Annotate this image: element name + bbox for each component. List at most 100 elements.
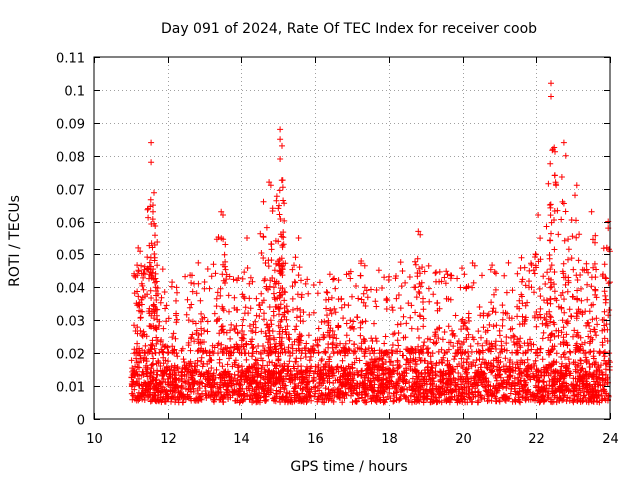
data-point [424,390,431,397]
data-point [180,356,187,363]
data-point [227,335,234,342]
data-point [168,283,175,290]
data-point [273,197,280,204]
data-point [134,302,141,309]
data-point [331,275,338,282]
data-point [564,288,571,295]
data-point [198,330,205,337]
data-point [491,269,498,275]
data-point [365,345,372,352]
data-point [545,394,552,401]
data-point [503,385,510,392]
data-point [146,305,153,312]
data-point [558,216,565,223]
data-point [518,370,525,377]
data-point [548,283,555,290]
data-point [433,372,440,379]
data-point [387,359,394,366]
data-point [279,265,286,272]
data-point [416,290,423,297]
data-point [262,373,269,380]
data-point [382,333,389,340]
data-point [539,356,546,363]
data-point [492,342,499,349]
data-point [524,356,531,363]
data-point [199,380,206,387]
data-point [159,266,166,273]
data-point [243,356,250,363]
data-point [357,332,364,339]
data-point [531,289,537,296]
data-point [188,334,195,341]
data-point [375,376,382,383]
data-point [533,309,540,315]
data-point [466,318,472,324]
data-point [161,289,168,295]
data-point [485,311,492,318]
data-point [131,322,137,329]
data-point [181,378,188,385]
data-point [171,350,178,357]
data-point [370,359,377,366]
data-point [279,177,286,184]
data-point [588,283,595,290]
data-point [443,379,450,386]
data-point [401,393,408,400]
data-point [592,274,599,281]
data-point [504,310,511,317]
data-point [507,373,514,379]
data-point [270,312,277,319]
data-point [134,364,141,371]
data-point [442,280,449,287]
data-point [562,281,569,288]
data-point [522,302,529,309]
data-point [416,398,423,405]
data-point [438,399,445,406]
data-point [441,350,448,356]
data-point [547,237,554,244]
data-point [514,349,521,356]
data-point [595,363,602,370]
data-point [324,377,331,384]
data-point [139,385,146,392]
data-point [461,320,468,327]
data-point [371,377,378,384]
data-point [252,324,259,331]
data-point [316,371,323,378]
data-point [263,396,270,403]
data-point [485,347,492,354]
data-point [134,262,141,269]
data-point [575,369,581,376]
data-point [204,381,211,388]
data-point [413,380,420,387]
data-point [153,297,160,303]
data-point [462,378,469,385]
data-point [328,368,335,375]
data-point [261,366,268,373]
data-point [519,313,526,320]
data-point [469,284,476,291]
data-point [306,357,313,364]
data-point [521,318,528,325]
data-point [590,353,597,360]
data-point [292,394,299,401]
data-point [415,369,422,376]
data-point [276,268,283,275]
data-point [568,313,575,320]
data-point [239,275,246,282]
data-point [187,347,194,354]
data-point [395,364,402,371]
data-point [390,362,396,369]
data-point [394,388,401,395]
data-point [564,318,571,325]
data-point [495,354,502,361]
data-point [574,296,581,303]
data-point [237,391,244,398]
data-point [523,390,530,397]
data-point [152,279,158,286]
data-point [434,326,441,333]
data-point [514,340,521,347]
data-point [357,319,364,326]
data-point [324,370,330,377]
data-point [416,389,423,396]
